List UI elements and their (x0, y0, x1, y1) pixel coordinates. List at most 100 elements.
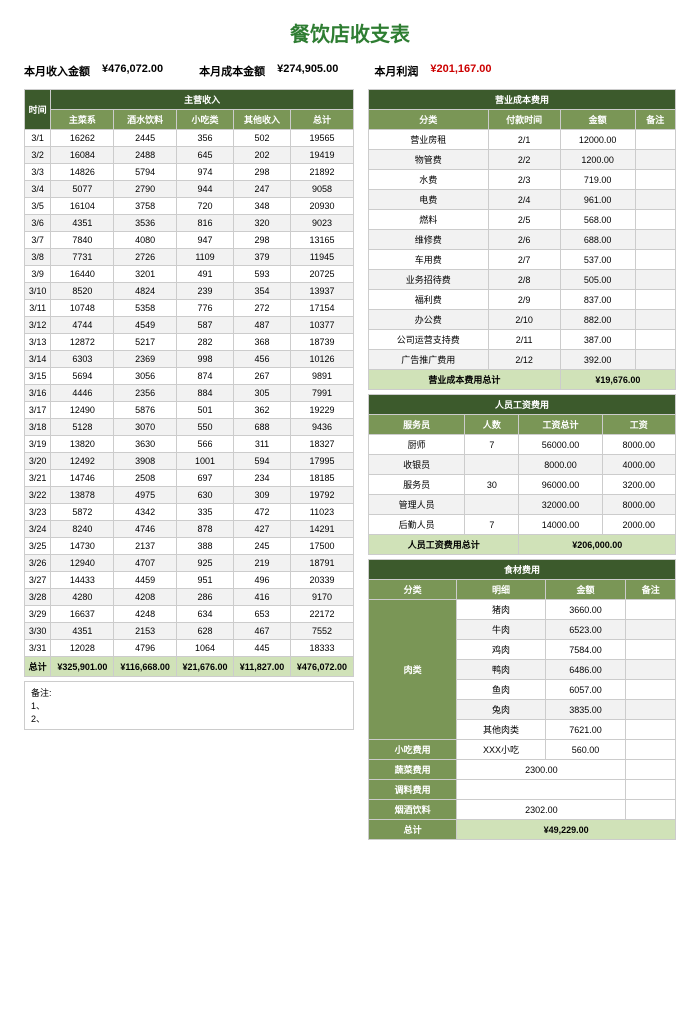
op-cell: 882.00 (560, 310, 635, 330)
income-cell: 947 (176, 232, 233, 249)
staff-col-0: 人数 (465, 415, 519, 435)
income-cell: 16084 (51, 147, 114, 164)
op-cell (635, 130, 675, 150)
income-cell: 13820 (51, 436, 114, 453)
income-cell: 12028 (51, 640, 114, 657)
income-cell: 4248 (114, 606, 176, 623)
food-cell: 猪肉 (457, 600, 545, 620)
income-cell: 12492 (51, 453, 114, 470)
food-row: 调料费用 (369, 780, 676, 800)
op-cell (635, 290, 675, 310)
income-row: 3/20124923908100159417995 (25, 453, 354, 470)
staff-cell: 后勤人员 (369, 515, 465, 535)
op-row: 业务招待费2/8505.00 (369, 270, 676, 290)
income-cell: 13878 (51, 487, 114, 504)
op-cell: 392.00 (560, 350, 635, 370)
op-row: 公司运营支持费2/11387.00 (369, 330, 676, 350)
income-cell: 20725 (290, 266, 353, 283)
income-cell: 17995 (290, 453, 353, 470)
income-cell: 18333 (290, 640, 353, 657)
income-cell: 4796 (114, 640, 176, 657)
food-cell: 6057.00 (545, 680, 626, 700)
income-cell: 816 (176, 215, 233, 232)
income-cell: 2508 (114, 470, 176, 487)
income-cell: 245 (234, 538, 291, 555)
income-cell: 3201 (114, 266, 176, 283)
income-cell: 8520 (51, 283, 114, 300)
income-cell: 234 (234, 470, 291, 487)
income-cell: 3/18 (25, 419, 51, 436)
staff-cell: 收银员 (369, 455, 465, 475)
op-row: 广告推广费用2/12392.00 (369, 350, 676, 370)
income-cell: 4446 (51, 385, 114, 402)
income-col: 小吃类 (176, 110, 233, 130)
income-total-cell: ¥476,072.00 (290, 657, 353, 677)
staff-cell: 32000.00 (519, 495, 602, 515)
staff-cell: 7 (465, 435, 519, 455)
income-cell: 17154 (290, 300, 353, 317)
income-cell: 18327 (290, 436, 353, 453)
op-row: 办公费2/10882.00 (369, 310, 676, 330)
income-cell: 13165 (290, 232, 353, 249)
staff-cell: 厨师 (369, 435, 465, 455)
op-cell: 387.00 (560, 330, 635, 350)
income-cell: 3/6 (25, 215, 51, 232)
income-cell: 3/30 (25, 623, 51, 640)
op-cell: 维修费 (369, 230, 489, 250)
food-col: 明细 (457, 580, 545, 600)
income-cell: 467 (234, 623, 291, 640)
staff-cell: 30 (465, 475, 519, 495)
income-cell: 587 (176, 317, 233, 334)
income-cell: 19419 (290, 147, 353, 164)
income-cell: 16262 (51, 130, 114, 147)
income-cell: 9436 (290, 419, 353, 436)
income-cell: 4351 (51, 623, 114, 640)
income-cell: 3/9 (25, 266, 51, 283)
income-cell: 472 (234, 504, 291, 521)
income-cell: 3/3 (25, 164, 51, 181)
cost-value: ¥274,905.00 (277, 63, 338, 79)
income-cell: 239 (176, 283, 233, 300)
staff-header: 人员工资费用 (369, 395, 676, 415)
income-cell: 5217 (114, 334, 176, 351)
food-cell: 7621.00 (545, 720, 626, 740)
op-cell: 营业房租 (369, 130, 489, 150)
income-cell: 2790 (114, 181, 176, 198)
food-row: 烟酒饮料2302.00 (369, 800, 676, 820)
income-cell: 688 (234, 419, 291, 436)
income-cell: 878 (176, 521, 233, 538)
op-cell: 2/10 (488, 310, 560, 330)
op-cell: 物管费 (369, 150, 489, 170)
income-cell: 3/23 (25, 504, 51, 521)
staff-cell: 2000.00 (602, 515, 675, 535)
income-row: 3/108520482423935413937 (25, 283, 354, 300)
income-cell: 7552 (290, 623, 353, 640)
income-cell: 12490 (51, 402, 114, 419)
op-col: 备注 (635, 110, 675, 130)
op-cell: 2/3 (488, 170, 560, 190)
staff-cell: 3200.00 (602, 475, 675, 495)
staff-cell: 8000.00 (519, 455, 602, 475)
income-cell: 3/7 (25, 232, 51, 249)
income-cell: 4744 (51, 317, 114, 334)
op-cell: 961.00 (560, 190, 635, 210)
income-row: 3/28428042082864169170 (25, 589, 354, 606)
staff-cell: 96000.00 (519, 475, 602, 495)
income-cell: 3/27 (25, 572, 51, 589)
staff-cell (465, 455, 519, 475)
op-cell (635, 170, 675, 190)
income-cell: 14433 (51, 572, 114, 589)
income-cell: 3/31 (25, 640, 51, 657)
food-cell: 3660.00 (545, 600, 626, 620)
op-cell (635, 210, 675, 230)
income-cell: 7840 (51, 232, 114, 249)
income-cell: 1001 (176, 453, 233, 470)
food-cell (626, 780, 676, 800)
income-row: 3/4507727909442479058 (25, 181, 354, 198)
op-cell: 2/1 (488, 130, 560, 150)
income-cell: 311 (234, 436, 291, 453)
income-cell: 3070 (114, 419, 176, 436)
staff-row: 厨师756000.008000.00 (369, 435, 676, 455)
income-cell: 4351 (51, 215, 114, 232)
income-value: ¥476,072.00 (102, 63, 163, 79)
